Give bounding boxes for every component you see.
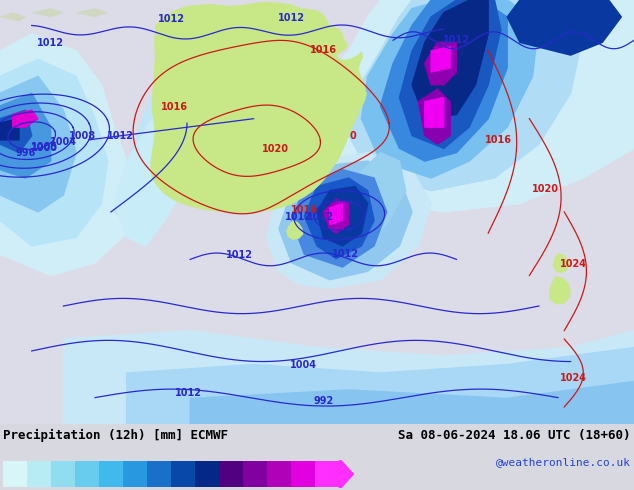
Text: 1008: 1008 [69,131,96,141]
Polygon shape [304,0,634,212]
Text: 1020: 1020 [532,184,559,194]
Text: 1004: 1004 [50,137,77,147]
FancyArrow shape [339,461,353,488]
Text: 1005: 1005 [31,142,58,151]
Polygon shape [0,110,32,152]
Polygon shape [0,93,51,178]
Polygon shape [76,8,108,17]
Text: 1012: 1012 [37,38,64,48]
Text: 1012: 1012 [107,131,134,142]
Polygon shape [342,152,406,242]
Text: 996: 996 [15,147,36,158]
Bar [171,461,195,488]
Text: @weatheronline.co.uk: @weatheronline.co.uk [496,457,631,467]
Polygon shape [32,8,63,17]
Polygon shape [190,381,634,424]
Bar [267,461,291,488]
Polygon shape [425,98,444,127]
Polygon shape [13,110,38,127]
Polygon shape [0,119,19,140]
Polygon shape [399,0,501,148]
Polygon shape [361,0,539,178]
Text: 0: 0 [349,131,356,142]
Polygon shape [330,203,342,224]
Polygon shape [279,161,412,280]
Text: 1012: 1012 [332,249,359,259]
Polygon shape [549,276,571,304]
Bar [75,461,99,488]
Bar [243,461,267,488]
Bar [3,461,27,488]
Text: 1012: 1012 [226,250,253,260]
Text: 1016: 1016 [161,102,188,112]
Bar [291,461,315,488]
Polygon shape [553,253,569,273]
Bar [315,461,339,488]
Text: 1000: 1000 [31,144,58,153]
Text: 992: 992 [313,396,333,406]
Polygon shape [431,47,450,72]
Bar [219,461,243,488]
Text: 1016: 1016 [310,45,337,55]
Text: 1024: 1024 [560,373,586,383]
Text: 1024: 1024 [560,259,587,269]
Polygon shape [63,331,634,424]
Bar [195,461,219,488]
Text: 1016: 1016 [485,135,512,145]
Polygon shape [349,0,583,191]
Text: 1004: 1004 [290,360,316,369]
Bar [147,461,171,488]
Polygon shape [323,199,349,233]
Text: 1012: 1012 [278,13,305,23]
Polygon shape [151,2,366,213]
Text: Sa 08-06-2024 18.06 UTC (18+60): Sa 08-06-2024 18.06 UTC (18+60) [398,429,631,441]
Text: Precipitation (12h) [mm] ECMWF: Precipitation (12h) [mm] ECMWF [3,429,228,441]
Polygon shape [0,59,108,246]
Text: 1012: 1012 [176,389,202,398]
Bar [27,461,51,488]
Polygon shape [0,34,139,275]
Polygon shape [304,178,374,259]
Text: 1012: 1012 [307,212,333,222]
Text: 1012: 1012 [158,15,184,24]
Text: 1020: 1020 [262,144,289,154]
Polygon shape [287,220,303,240]
Polygon shape [266,152,431,288]
Polygon shape [317,187,368,246]
Polygon shape [292,170,387,267]
Text: 1012: 1012 [443,35,470,45]
Polygon shape [127,347,634,424]
Polygon shape [425,43,456,85]
Text: 1016: 1016 [291,205,318,215]
Polygon shape [380,0,507,161]
Polygon shape [507,0,621,55]
Polygon shape [114,93,216,246]
Bar [51,461,75,488]
Polygon shape [418,89,450,144]
Text: 1012: 1012 [285,213,311,222]
Polygon shape [0,76,76,212]
Polygon shape [114,85,190,229]
Bar [123,461,147,488]
Bar [99,461,123,488]
Polygon shape [0,13,25,21]
Polygon shape [412,0,488,119]
